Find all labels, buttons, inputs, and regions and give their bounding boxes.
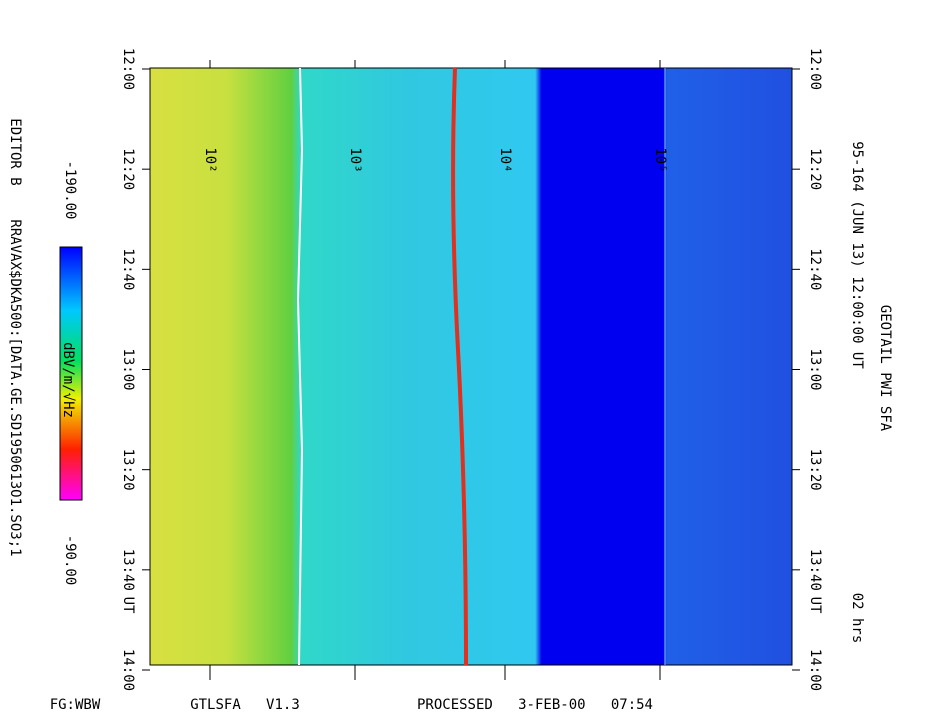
footer-middle: GTLSFA V1.3 <box>190 697 300 713</box>
colorbar-unit: dBV/m/√Hz <box>60 342 76 418</box>
plasma-line <box>451 67 468 666</box>
editor: EDITOR B <box>7 118 23 185</box>
colorbar <box>59 246 83 501</box>
footer-left: FG:WBW <box>50 697 101 713</box>
time-tick-label: 13:40 <box>807 549 823 591</box>
white-line <box>296 67 304 666</box>
time-tick-label: 13:00 <box>120 348 136 390</box>
title: GEOTAIL PWI SFA <box>877 305 893 432</box>
time-tick-label: 12:20 <box>807 148 823 190</box>
time-tick-label: 12:40 <box>120 248 136 290</box>
subtitle: 95-164 (JUN 13) 12:00:00 UT <box>849 141 865 369</box>
spectrogram <box>149 67 793 666</box>
time-tick-label: 13:20 <box>120 449 136 491</box>
time-tick-label: 12:20 <box>120 148 136 190</box>
freq-tick-label: 10³ <box>347 147 363 172</box>
time-tick-label: 12:40 <box>807 248 823 290</box>
time-unit: UT <box>807 597 823 614</box>
time-tick-label: 14:00 <box>120 649 136 691</box>
footer-right: PROCESSED 3-FEB-00 07:54 <box>417 697 653 713</box>
time-tick-label: 13:40 <box>120 549 136 591</box>
freq-tick-label: 10⁵ <box>652 147 668 172</box>
time-tick-label: 13:00 <box>807 348 823 390</box>
file-path: RRAVAX$DKA500:[DATA.GE.SD1950613O1.SO3;1 <box>7 219 23 556</box>
duration: 02 hrs <box>849 593 865 644</box>
time-unit: UT <box>120 597 136 614</box>
time-tick-label: 13:20 <box>807 449 823 491</box>
time-tick-label: 12:00 <box>120 48 136 90</box>
colorbar-min: -190.00 <box>62 160 78 219</box>
freq-tick-label: 10⁴ <box>497 147 513 172</box>
freq-tick-label: 10² <box>202 147 218 172</box>
colorbar-max: -90.00 <box>62 535 78 586</box>
time-tick-label: 12:00 <box>807 48 823 90</box>
time-tick-label: 14:00 <box>807 649 823 691</box>
